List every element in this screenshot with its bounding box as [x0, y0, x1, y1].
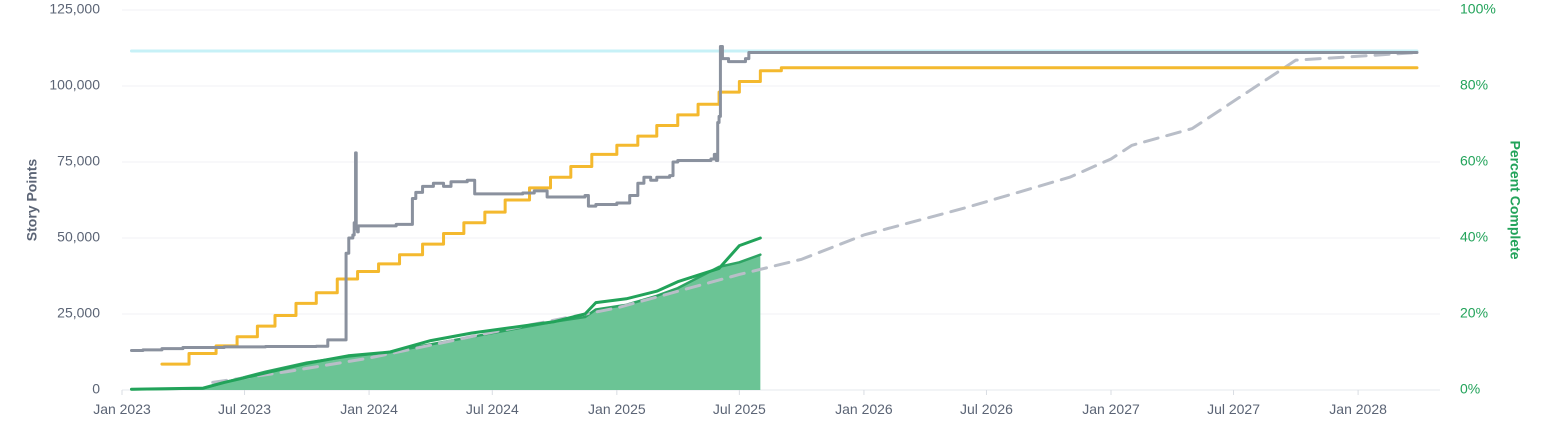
right-axis-tick-label: 100%: [1460, 1, 1496, 17]
right-axis-label: Percent Complete: [1507, 140, 1523, 259]
right-axis-tick-label: 20%: [1460, 305, 1488, 321]
left-axis-tick-label: 125,000: [49, 1, 100, 17]
right-axis-tick-label: 60%: [1460, 153, 1488, 169]
series-line-layer: [129, 44, 1419, 391]
x-axis-tick-label: Jul 2025: [713, 401, 766, 417]
left-axis-ticks: 0 25,000 50,000 75,000 100,000 125,000: [49, 1, 100, 397]
projected-line: [211, 51, 1419, 384]
x-axis-tick-label: Jul 2023: [218, 401, 271, 417]
x-axis-tick-label: Jan 2025: [588, 401, 646, 417]
committed-line: [160, 66, 1419, 366]
x-axis-tick-label: Jan 2026: [835, 401, 893, 417]
right-axis-ticks: 0% 20% 40% 60% 80% 100%: [1460, 1, 1496, 397]
right-axis-tick-label: 0%: [1460, 381, 1480, 397]
grid-layer: [122, 9, 1440, 391]
completed-area-layer: [131, 254, 761, 390]
right-axis-tick-label: 80%: [1460, 77, 1488, 93]
right-axis-tick-label: 40%: [1460, 229, 1488, 245]
completed-area: [131, 254, 761, 390]
x-axis-ticks: Jan 2023 Jul 2023 Jan 2024 Jul 2024 Jan 2025…: [93, 390, 1387, 417]
x-axis-tick-label: Jul 2024: [466, 401, 519, 417]
x-axis-tick-label: Jan 2027: [1082, 401, 1140, 417]
total-scope-line: [129, 44, 1419, 352]
left-axis-label: Story Points: [24, 159, 40, 242]
percent-complete-line: [129, 236, 762, 391]
left-axis-tick-label: 25,000: [57, 305, 100, 321]
x-axis-tick-label: Jan 2024: [340, 401, 398, 417]
x-axis-tick-label: Jul 2027: [1207, 401, 1260, 417]
x-axis-tick-label: Jan 2023: [93, 401, 151, 417]
left-axis-tick-label: 100,000: [49, 77, 100, 93]
left-axis-tick-label: 75,000: [57, 153, 100, 169]
x-axis-tick-label: Jan 2028: [1329, 401, 1387, 417]
left-axis-tick-label: 50,000: [57, 229, 100, 245]
left-axis-tick-label: 0: [92, 381, 100, 397]
x-axis-tick-label: Jul 2026: [960, 401, 1013, 417]
